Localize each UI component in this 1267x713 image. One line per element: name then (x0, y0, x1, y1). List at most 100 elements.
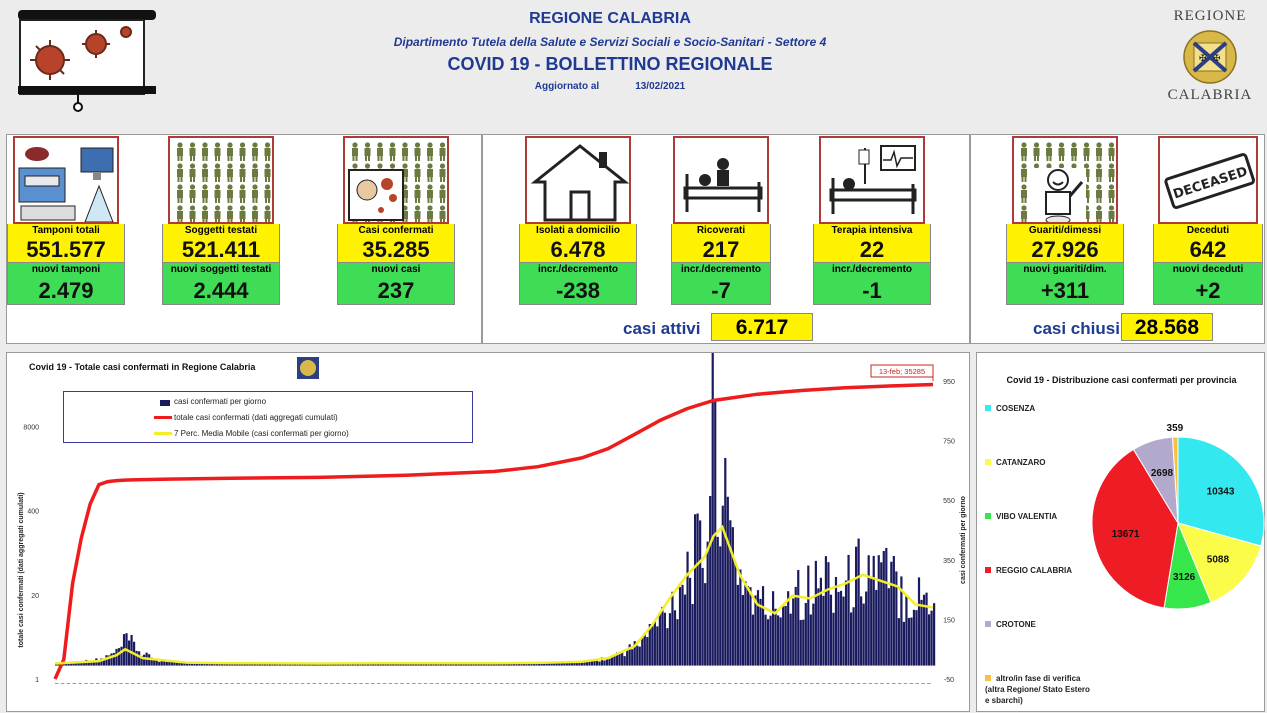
x-tick-mark (84, 683, 88, 684)
x-tick-mark (318, 683, 322, 684)
chart-legend: casi confermati per giorno totale casi c… (63, 391, 473, 443)
x-tick-mark (921, 683, 925, 684)
right-tick-label: 750 (943, 439, 955, 446)
chart-title: Covid 19 - Totale casi confermati in Reg… (29, 362, 256, 372)
daily-bar (502, 663, 506, 666)
pie-legend-swatch (985, 459, 991, 465)
x-tick-mark (769, 683, 773, 684)
legend-text-cumulative: totale casi confermati (dati aggregati c… (174, 413, 338, 422)
x-tick-mark (897, 683, 902, 684)
daily-bar (621, 652, 624, 666)
tile-confermati: Casi confermati 35.285 nuovi casi 237 (337, 136, 455, 305)
legend-text-moving-avg: 7 Perc. Media Mobile (casi confermati pe… (174, 429, 349, 438)
daily-bar (65, 662, 68, 666)
legend-swatch-cumulative (154, 416, 172, 419)
x-tick-mark (728, 683, 732, 684)
x-tick-mark (886, 683, 890, 684)
daily-bar (588, 659, 591, 666)
x-tick-mark (792, 683, 797, 684)
daily-bar (193, 663, 196, 666)
x-tick-mark (341, 683, 346, 684)
nuovi-tamponi-label: nuovi tamponi (7, 263, 125, 277)
daily-bar (792, 598, 795, 666)
x-tick-mark (499, 683, 504, 684)
y-right-axis-label: casi confermati per giorno (960, 496, 967, 584)
x-tick-mark (476, 683, 480, 684)
x-tick-mark (880, 683, 884, 684)
daily-bar (278, 663, 282, 666)
nuovi-soggetti-value: 2.444 (162, 277, 280, 305)
lab-equipment-icon (13, 136, 119, 224)
daily-bar (779, 617, 782, 666)
x-tick-mark (388, 683, 393, 684)
daily-bar (867, 555, 870, 666)
x-tick-mark (72, 683, 77, 684)
daily-bar (870, 577, 873, 666)
right-tick-label: 150 (943, 617, 955, 624)
daily-bar (862, 603, 865, 666)
x-tick-mark (55, 683, 59, 684)
daily-bar (168, 660, 171, 666)
legend-swatch-daily (160, 400, 170, 406)
daily-bar (208, 663, 211, 666)
daily-bar (797, 570, 800, 666)
recovered-person-icon (1012, 136, 1118, 224)
x-tick-mark (324, 683, 328, 684)
casi-chiusi-value: 28.568 (1121, 313, 1213, 341)
cumulative-chart-svg: 1 20 400 8000 -50 150 350 550 750 950 totale casi … (18, 353, 967, 684)
daily-bar (560, 661, 563, 666)
province-pie-panel: Covid 19 - Distribuzione casi confermati… (976, 352, 1265, 712)
x-tick-mark (435, 683, 439, 684)
x-tick-mark (119, 683, 123, 684)
daily-bar (676, 619, 679, 666)
x-tick-mark (441, 683, 445, 684)
x-tick-mark (78, 683, 82, 684)
daily-bar (545, 662, 548, 666)
x-tick-mark (751, 683, 756, 684)
daily-bar (704, 583, 707, 666)
daily-bar (849, 612, 853, 666)
daily-bar (578, 660, 581, 666)
daily-bar (213, 663, 216, 666)
x-tick-mark (417, 683, 422, 684)
daily-bar (158, 661, 161, 666)
x-tick-mark (488, 683, 492, 684)
x-tick-mark (412, 683, 416, 684)
daily-bar (173, 661, 176, 666)
x-tick-mark (312, 683, 317, 684)
daily-bar (736, 584, 739, 666)
daily-bar (910, 617, 913, 666)
x-tick-mark (406, 683, 410, 684)
daily-bar (608, 658, 611, 666)
daily-bar (82, 661, 85, 666)
daily-bar (90, 661, 93, 666)
daily-bar (824, 556, 828, 666)
pie-legend-item: VIBO VALENTIA (985, 511, 1085, 522)
daily-bar (887, 588, 890, 666)
x-tick-mark (125, 683, 129, 684)
x-tick-labels (55, 683, 931, 684)
daily-bar (857, 538, 860, 666)
x-tick-mark (646, 683, 650, 684)
infected-person-icon (343, 136, 449, 224)
x-tick-mark (915, 683, 919, 684)
x-tick-mark (505, 683, 510, 684)
daily-bar (912, 609, 916, 666)
x-tick-mark (903, 683, 908, 684)
daily-bar (447, 663, 450, 666)
x-tick-mark (447, 683, 451, 684)
nuovi-casi-value: 237 (337, 277, 455, 305)
daily-bar (570, 662, 573, 666)
x-tick-mark (523, 683, 527, 684)
x-tick-mark (394, 683, 398, 684)
daily-bar (558, 662, 561, 666)
x-tick-mark (90, 683, 94, 684)
daily-bar (555, 662, 558, 666)
right-tick-label: 550 (943, 498, 955, 505)
guariti-value: 27.926 (1006, 237, 1124, 263)
daily-bar (681, 584, 684, 666)
daily-bar (688, 577, 692, 666)
x-tick-mark (224, 683, 229, 684)
x-tick-mark (283, 683, 287, 684)
daily-bar (140, 655, 143, 666)
